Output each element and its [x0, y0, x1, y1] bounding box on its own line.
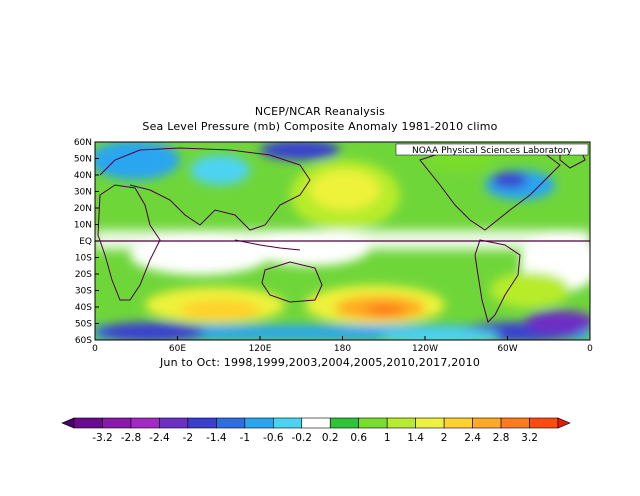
lat-tick-label: 50S	[75, 320, 92, 330]
colorbar-swatch	[159, 417, 189, 429]
colorbar-label: 1.4	[407, 432, 424, 444]
colorbar-max-arrow	[557, 417, 571, 429]
colorbar-label: -0.6	[263, 432, 284, 444]
colorbar-label: -2.8	[121, 432, 142, 444]
credit-box: NOAA Physical Sciences Laboratory	[395, 143, 589, 156]
lat-tick-label: 20N	[74, 204, 92, 214]
lat-tick-label: 40S	[75, 303, 92, 313]
colorbar-swatch	[415, 417, 445, 429]
colorbar-swatch	[130, 417, 160, 429]
colorbar-swatch	[216, 417, 246, 429]
lon-tick-label: 180	[334, 344, 351, 354]
lat-tick-label: 50N	[74, 155, 92, 165]
colorbar-label: -2.4	[149, 432, 170, 444]
colorbar-swatch	[472, 417, 502, 429]
colorbar-label: 0.6	[350, 432, 367, 444]
colorbar-swatch	[301, 417, 331, 429]
lat-tick-label: EQ	[79, 237, 92, 247]
lon-tick-label: 60E	[169, 344, 186, 354]
colorbar-min-arrow	[61, 417, 75, 429]
colorbar-swatch	[73, 417, 103, 429]
colorbar-label: 0.2	[322, 432, 339, 444]
credit-label: NOAA Physical Sciences Laboratory	[412, 146, 573, 156]
colorbar-label: 1	[384, 432, 391, 444]
coastlines	[97, 147, 586, 323]
lat-tick-label: 10S	[75, 254, 92, 264]
colorbar-label: -1.4	[206, 432, 227, 444]
lon-tick-label: 60W	[497, 344, 517, 354]
map-plot-area	[95, 142, 590, 340]
lat-tick-label: 30N	[74, 188, 92, 198]
lat-tick-label: 20S	[75, 270, 92, 280]
colorbar-label: 2	[441, 432, 448, 444]
colorbar-swatch	[187, 417, 217, 429]
colorbar-label: 2.8	[493, 432, 510, 444]
colorbar-swatch	[443, 417, 473, 429]
colorbar-swatch	[358, 417, 388, 429]
lat-tick-label: 60N	[74, 138, 92, 148]
colorbar-label: -3.2	[92, 432, 113, 444]
colorbar-swatch	[329, 417, 360, 429]
colorbar-label: -0.2	[292, 432, 313, 444]
lat-tick-label: 60S	[75, 336, 92, 346]
colorbar-swatch	[500, 417, 530, 429]
longitude-ticks: 0 60E 120E 180 120W 60W 0	[92, 336, 593, 354]
colorbar-swatch	[272, 417, 303, 429]
colorbar: -3.2 -2.8 -2.4 -2 -1.4 -1 -0.6 -0.2 0.2 0.6 1 1.4 2 2…	[61, 417, 571, 444]
colorbar-swatch	[529, 417, 559, 429]
latitude-ticks: 60N 50N 40N 30N 20N 10N EQ 10S 20S 30S 40S 50S 60S	[74, 138, 99, 346]
lat-tick-label: 40N	[74, 171, 92, 181]
colorbar-label: 3.2	[521, 432, 538, 444]
lon-tick-label: 120W	[412, 344, 438, 354]
map-title: NCEP/NCAR Reanalysis	[254, 105, 386, 118]
map-subtitle: Sea Level Pressure (mb) Composite Anomal…	[142, 120, 498, 133]
colorbar-label: -2	[183, 432, 193, 444]
lon-tick-label: 120E	[249, 344, 272, 354]
colorbar-swatch	[244, 417, 274, 429]
lat-tick-label: 10N	[74, 221, 92, 231]
colorbar-swatch	[102, 417, 132, 429]
colorbar-label: -1	[240, 432, 250, 444]
composite-years-caption: Jun to Oct: 1998,1999,2003,2004,2005,201…	[159, 356, 481, 369]
lon-tick-label: 0	[587, 344, 593, 354]
colorbar-label: 2.4	[464, 432, 481, 444]
lat-tick-label: 30S	[75, 287, 92, 297]
lon-tick-label: 0	[92, 344, 98, 354]
colorbar-swatch	[386, 417, 416, 429]
